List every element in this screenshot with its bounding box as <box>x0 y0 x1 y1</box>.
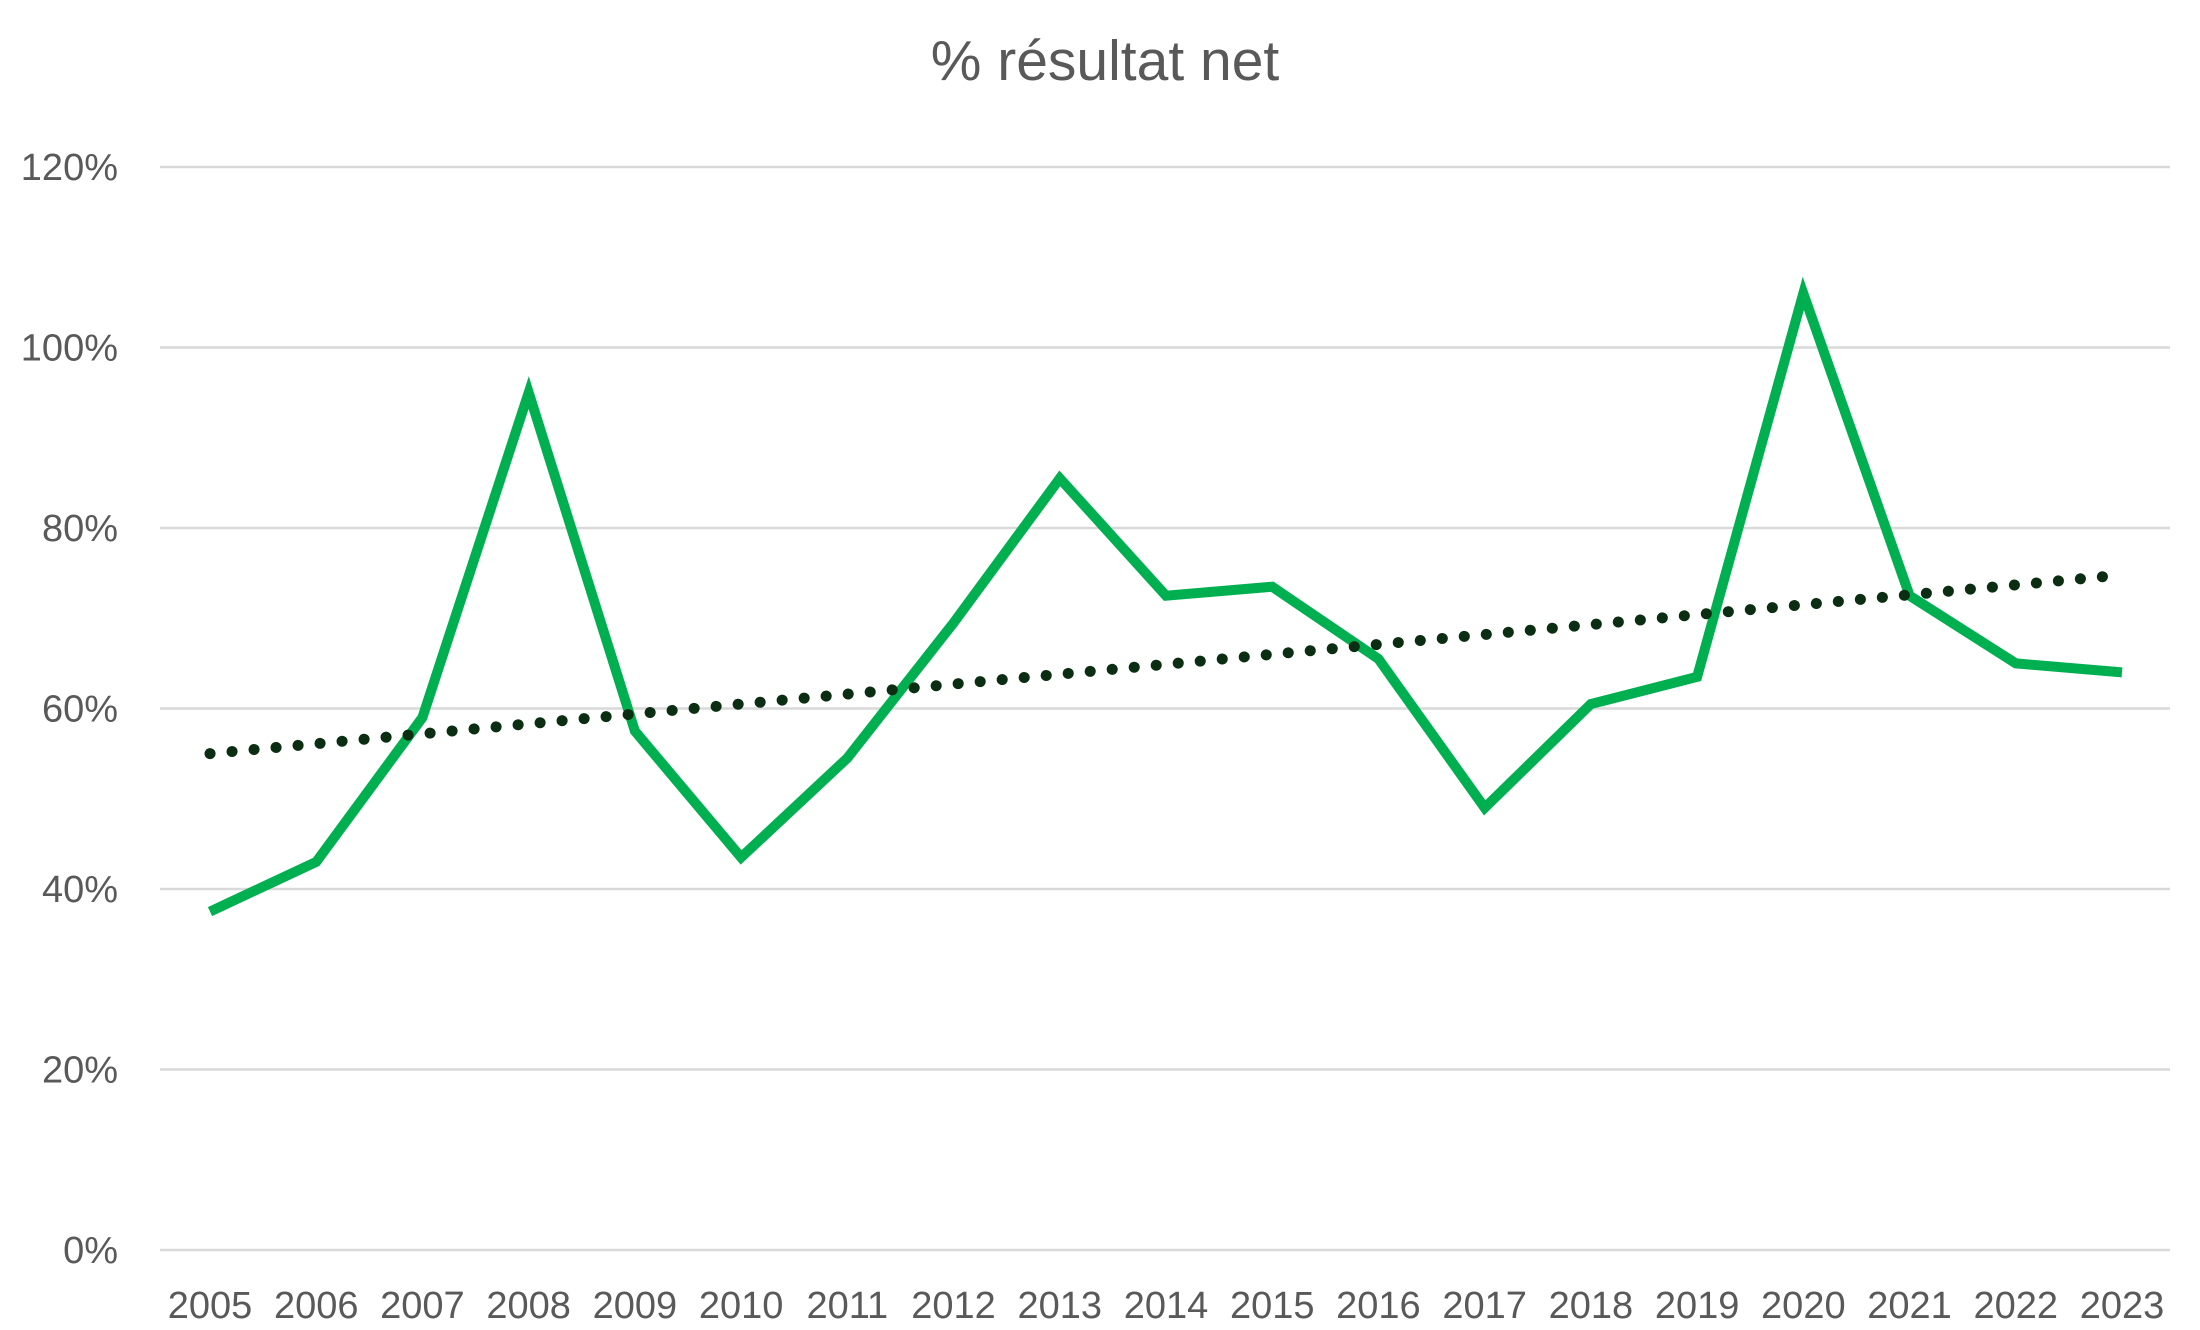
x-tick-label: 2019 <box>1655 1285 1740 1327</box>
chart-title: % résultat net <box>930 29 1280 93</box>
x-tick-label: 2015 <box>1230 1285 1315 1327</box>
x-tick-label: 2017 <box>1442 1285 1527 1327</box>
x-tick-label: 2007 <box>380 1285 465 1327</box>
y-tick-label: 100% <box>21 328 118 370</box>
trendline <box>204 569 2128 760</box>
x-tick-label: 2008 <box>486 1285 571 1327</box>
x-tick-label: 2021 <box>1867 1285 1952 1327</box>
x-tick-label: 2018 <box>1549 1285 1634 1327</box>
x-tick-label: 2020 <box>1761 1285 1846 1327</box>
y-tick-label: 80% <box>42 508 118 550</box>
x-tick-label: 2016 <box>1336 1285 1421 1327</box>
y-tick-label: 20% <box>42 1050 118 1092</box>
y-tick-label: 40% <box>42 869 118 911</box>
x-tick-label: 2006 <box>274 1285 359 1327</box>
x-tick-label: 2014 <box>1124 1285 1209 1327</box>
y-tick-label: 0% <box>63 1230 118 1272</box>
x-tick-label: 2023 <box>2080 1285 2165 1327</box>
x-tick-label: 2012 <box>911 1285 996 1327</box>
series-line <box>207 276 2123 917</box>
x-tick-label: 2022 <box>1974 1285 2059 1327</box>
x-tick-label: 2011 <box>806 1285 888 1327</box>
x-tick-label: 2013 <box>1018 1285 1103 1327</box>
x-tick-label: 2010 <box>699 1285 784 1327</box>
x-tick-label: 2009 <box>593 1285 678 1327</box>
x-tick-label: 2005 <box>168 1285 253 1327</box>
y-tick-label: 60% <box>42 689 118 731</box>
y-tick-label: 120% <box>21 147 118 189</box>
